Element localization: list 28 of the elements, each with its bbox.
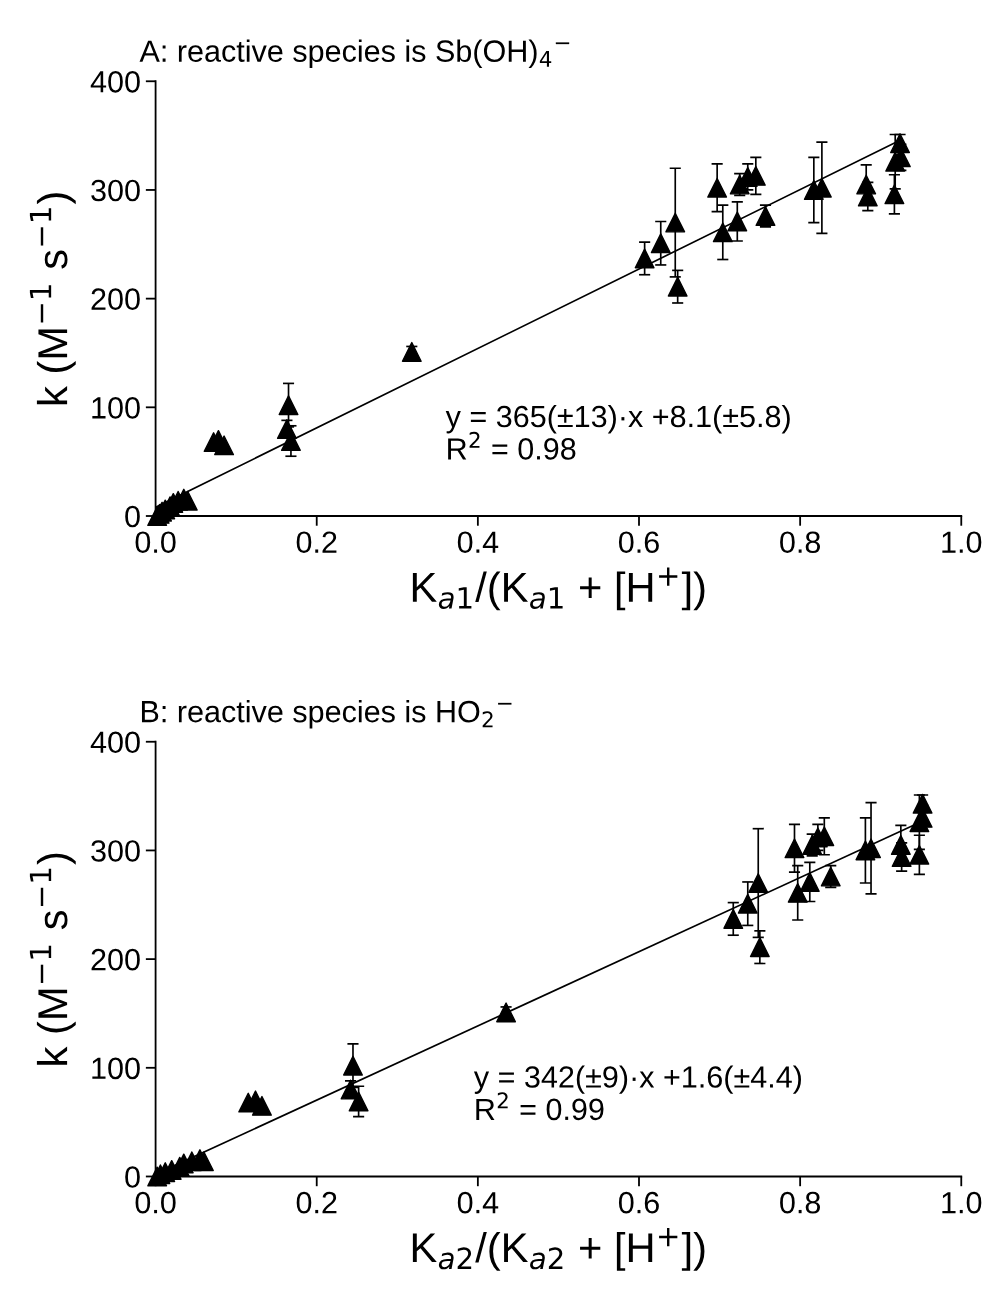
y-tick-label: 200 [91, 948, 140, 971]
y-tick-label: 400 [90, 731, 140, 754]
y-tick-label: 300 [91, 179, 140, 202]
chart-title: A: reactive species is Sb(OH)$_{4}$$^{−}$ [139, 39, 570, 68]
x-tick-label: 0.0 [135, 1191, 176, 1214]
y-tick-label: 100 [92, 397, 140, 419]
y-axis-title: k (M$^{−1}$ s$^{−1}$) [29, 853, 76, 1065]
x-tick-label: 1.0 [942, 1191, 982, 1214]
y-tick-label: 0 [125, 1166, 140, 1188]
x-tick-label: 0.8 [780, 1191, 821, 1214]
x-tick-label: 0.4 [457, 1191, 499, 1214]
y-tick-label: 300 [91, 840, 140, 862]
x-tick-label: 0.6 [618, 1191, 659, 1214]
y-tick-label: 200 [91, 288, 140, 311]
x-tick-label: 0.4 [457, 531, 499, 554]
x-axis-title: K$_{a2}$/(K$_{a2}$ + [H$^{+}$]) [412, 1227, 705, 1271]
chart-title: B: reactive species is HO$_{2}$$^{−}$ [141, 700, 512, 729]
y-tick-label: 0 [125, 505, 140, 528]
y-tick-label: 400 [90, 71, 140, 93]
x-tick-label: 0.6 [618, 531, 659, 554]
y-axis-title: k (M$^{−1}$ s$^{−1}$) [29, 193, 76, 405]
x-tick-label: 1.0 [942, 531, 982, 554]
x-tick-label: 0.0 [135, 531, 176, 554]
x-tick-label: 0.2 [296, 1191, 337, 1214]
x-tick-label: 0.8 [780, 531, 821, 554]
x-tick-label: 0.2 [296, 531, 337, 554]
x-axis-title: K$_{a1}$/(K$_{a1}$ + [H$^{+}$]) [412, 567, 705, 611]
y-tick-label: 100 [92, 1057, 140, 1080]
